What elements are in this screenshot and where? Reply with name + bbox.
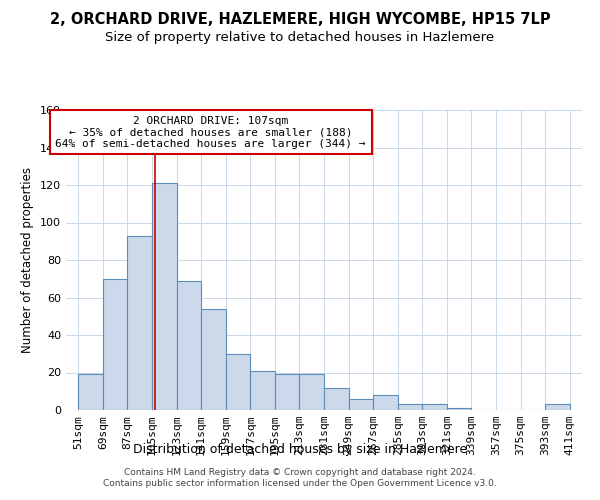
Text: Contains HM Land Registry data © Crown copyright and database right 2024.
Contai: Contains HM Land Registry data © Crown c… [103,468,497,487]
Bar [78,374,103,410]
Bar [103,279,127,410]
Bar [275,374,299,410]
Text: Distribution of detached houses by size in Hazlemere: Distribution of detached houses by size … [133,442,467,456]
Bar [447,408,472,410]
Y-axis label: Number of detached properties: Number of detached properties [22,167,34,353]
Bar [152,183,176,410]
Bar [324,388,349,410]
Bar [422,404,447,410]
Bar [545,404,570,410]
Text: 2 ORCHARD DRIVE: 107sqm
← 35% of detached houses are smaller (188)
64% of semi-d: 2 ORCHARD DRIVE: 107sqm ← 35% of detache… [55,116,366,149]
Bar [299,374,324,410]
Bar [250,370,275,410]
Bar [176,280,201,410]
Text: Size of property relative to detached houses in Hazlemere: Size of property relative to detached ho… [106,31,494,44]
Text: 2, ORCHARD DRIVE, HAZLEMERE, HIGH WYCOMBE, HP15 7LP: 2, ORCHARD DRIVE, HAZLEMERE, HIGH WYCOMB… [50,12,550,28]
Bar [127,236,152,410]
Bar [398,404,422,410]
Bar [373,395,398,410]
Bar [349,399,373,410]
Bar [201,308,226,410]
Bar [226,354,250,410]
